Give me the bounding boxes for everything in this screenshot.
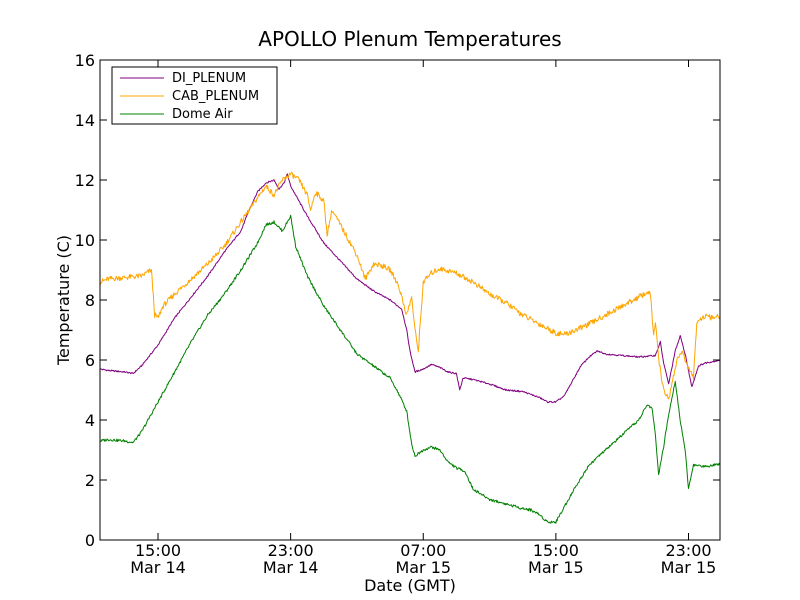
legend-label-cab-plenum: CAB_PLENUM [172, 89, 259, 104]
x-tick-time-label: 23:00 [268, 541, 314, 560]
x-tick-date-label: Mar 14 [263, 558, 319, 577]
legend-item-dome-air: Dome Air [120, 107, 233, 122]
y-tick-label: 16 [75, 51, 95, 70]
y-tick-label: 12 [75, 171, 95, 190]
legend: DI_PLENUM CAB_PLENUM Dome Air [111, 66, 278, 125]
y-axis-label: Temperature (C) [54, 235, 73, 366]
x-tick-date-label: Mar 14 [130, 558, 186, 577]
x-tick-date-label: Mar 15 [395, 558, 451, 577]
legend-label-di-plenum: DI_PLENUM [172, 71, 246, 86]
legend-label-dome-air: Dome Air [172, 107, 233, 122]
legend-item-di-plenum: DI_PLENUM [120, 71, 246, 86]
y-tick-label: 0 [85, 531, 95, 550]
x-tick-time-label: 15:00 [533, 541, 579, 560]
series-line-cab-plenum [99, 171, 721, 400]
series-layer [99, 171, 721, 524]
x-tick-date-label: Mar 15 [528, 558, 584, 577]
x-tick-time-label: 23:00 [665, 541, 711, 560]
y-tick-label: 4 [85, 411, 95, 430]
chart-title: APOLLO Plenum Temperatures [258, 27, 561, 51]
y-tick-label: 2 [85, 471, 95, 490]
x-tick-time-label: 15:00 [135, 541, 181, 560]
plot-frame [99, 59, 721, 541]
x-tick-time-label: 07:00 [400, 541, 446, 560]
x-tick-date-label: Mar 15 [661, 558, 717, 577]
y-tick-label: 14 [75, 111, 95, 130]
x-axis-label: Date (GMT) [364, 576, 456, 595]
y-tick-label: 10 [75, 231, 95, 250]
y-tick-label: 8 [85, 291, 95, 310]
legend-item-cab-plenum: CAB_PLENUM [120, 89, 259, 104]
series-line-dome-air [99, 214, 721, 524]
y-tick-label: 6 [85, 351, 95, 370]
series-line-di-plenum [99, 173, 721, 404]
